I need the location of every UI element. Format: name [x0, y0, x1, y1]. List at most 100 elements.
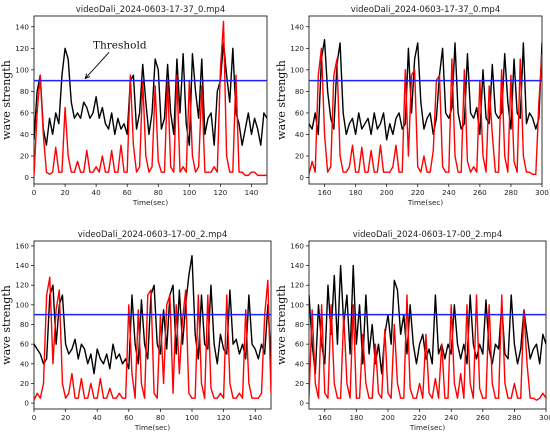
x-axis-label: Time(sec) — [134, 423, 171, 432]
x-tick-label: 20 — [61, 413, 71, 422]
y-tick-label: 120 — [15, 281, 29, 290]
x-tick-label: 220 — [413, 413, 427, 422]
x-tick-label: 120 — [214, 188, 228, 197]
y-tick-label: 20 — [20, 379, 30, 388]
threshold-annotation: Threshold — [93, 39, 147, 51]
chart-svg: videoDali_2024-0603-17-37_0.mp4 0 20 40 60 80… — [0, 5, 268, 207]
x-tick-label: 20 — [60, 188, 70, 197]
y-tick-label: 120 — [290, 44, 304, 53]
x-tick-label: 60 — [124, 413, 134, 422]
x-tick-label: 100 — [182, 188, 196, 197]
y-tick-label: 40 — [295, 359, 305, 368]
chart-svg: videoDali_2024-0603-17-00_2.mp4 0 20 40 60 80… — [0, 230, 272, 432]
x-tick-label: 0 — [32, 413, 37, 422]
y-tick-label: 100 — [290, 300, 304, 309]
black-series-line — [34, 255, 271, 375]
y-axis-label: wave strength — [0, 60, 13, 140]
x-tick-label: 160 — [318, 413, 332, 422]
y-tick-label: 40 — [20, 130, 30, 139]
y-tick-label: 140 — [15, 261, 29, 270]
chart-panel-bottom-right: videoDali_2024-0603-17-00_2.mp4 160 180 200… — [275, 224, 550, 447]
plot-frame — [308, 15, 543, 185]
chart-title: videoDali_2024-0603-17-00_2.mp4 — [78, 230, 228, 240]
y-tick-label: 0 — [24, 399, 29, 408]
annotation-arrow — [84, 52, 110, 79]
y-axis-label: wave strength — [0, 285, 13, 365]
y-tick-label: 20 — [295, 152, 305, 161]
plot-frame — [308, 240, 547, 410]
x-tick-label: 180 — [349, 188, 363, 197]
red-series-line — [34, 20, 267, 177]
chart-panel-top-left: videoDali_2024-0603-17-37_0.mp4 0 20 40 60 80… — [0, 0, 275, 222]
y-tick-label: 160 — [290, 241, 304, 250]
x-tick-label: 80 — [156, 413, 166, 422]
y-tick-label: 100 — [15, 300, 29, 309]
x-tick-label: 280 — [504, 188, 518, 197]
y-tick-label: 0 — [299, 173, 304, 182]
x-tick-label: 280 — [508, 413, 522, 422]
x-axis-label: Time(sec) — [407, 198, 444, 207]
red-series-line — [309, 47, 542, 176]
x-tick-label: 40 — [92, 188, 102, 197]
y-tick-label: 60 — [20, 340, 30, 349]
y-tick-label: 140 — [290, 261, 304, 270]
chart-panel-top-right: videoDali_2024-0603-17-37_0.mp4 160 180 200… — [275, 0, 550, 222]
y-tick-label: 0 — [299, 399, 304, 408]
plot-frame — [33, 15, 268, 185]
y-tick-label: 80 — [20, 320, 30, 329]
y-tick-label: 120 — [290, 281, 304, 290]
x-tick-label: 240 — [444, 413, 458, 422]
y-tick-label: 20 — [20, 152, 30, 161]
red-series-line — [34, 276, 271, 401]
black-series-line — [34, 42, 267, 146]
x-tick-label: 260 — [476, 413, 490, 422]
y-tick-label: 80 — [295, 87, 305, 96]
x-tick-label: 120 — [217, 413, 231, 422]
y-tick-label: 160 — [15, 241, 29, 250]
black-series-line — [309, 38, 542, 141]
x-axis-label: Time(sec) — [409, 423, 446, 432]
x-tick-label: 140 — [245, 188, 259, 197]
y-axis-label: wave strength — [275, 60, 288, 140]
x-tick-label: 180 — [350, 413, 364, 422]
y-tick-label: 120 — [15, 44, 29, 53]
chart-title: videoDali_2024-0603-17-37_0.mp4 — [76, 5, 226, 15]
y-tick-label: 100 — [15, 65, 29, 74]
y-tick-label: 20 — [295, 379, 305, 388]
red-series-line — [309, 294, 546, 401]
x-tick-label: 60 — [123, 188, 133, 197]
y-axis-label: wave strength — [275, 285, 288, 365]
x-tick-label: 220 — [411, 188, 425, 197]
y-tick-label: 60 — [295, 108, 305, 117]
x-tick-label: 260 — [473, 188, 487, 197]
x-tick-label: 80 — [154, 188, 164, 197]
x-tick-label: 200 — [381, 413, 395, 422]
chart-title: videoDali_2024-0603-17-37_0.mp4 — [351, 5, 501, 15]
y-tick-label: 40 — [295, 130, 305, 139]
x-tick-label: 300 — [535, 188, 549, 197]
y-tick-label: 40 — [20, 359, 30, 368]
x-tick-label: 240 — [442, 188, 456, 197]
x-tick-label: 140 — [248, 413, 262, 422]
y-tick-label: 140 — [15, 22, 29, 31]
y-tick-label: 80 — [20, 87, 30, 96]
plot-frame — [33, 240, 272, 410]
chart-title: videoDali_2024-0603-17-00_2.mp4 — [353, 230, 503, 240]
y-tick-label: 60 — [20, 108, 30, 117]
x-tick-label: 160 — [318, 188, 332, 197]
x-tick-label: 100 — [185, 413, 199, 422]
y-tick-label: 80 — [295, 320, 305, 329]
annotation-arrowhead — [84, 73, 91, 80]
chart-panel-bottom-left: videoDali_2024-0603-17-00_2.mp4 0 20 40 60 80… — [0, 224, 275, 447]
x-tick-label: 40 — [93, 413, 103, 422]
x-axis-label: Time(sec) — [132, 198, 169, 207]
x-tick-label: 300 — [539, 413, 550, 422]
y-tick-label: 0 — [24, 173, 29, 182]
x-tick-label: 0 — [32, 188, 37, 197]
y-tick-label: 140 — [290, 22, 304, 31]
y-tick-label: 100 — [290, 65, 304, 74]
x-tick-label: 200 — [380, 188, 394, 197]
y-tick-label: 60 — [295, 340, 305, 349]
